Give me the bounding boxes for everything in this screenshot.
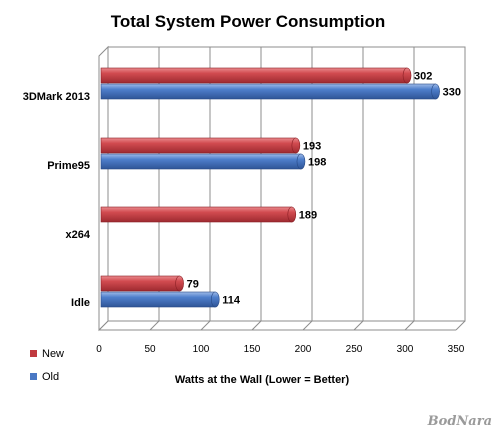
floor-line-200 (302, 320, 313, 331)
bar-body (100, 67, 408, 84)
bar-old-0 (100, 83, 440, 100)
category-label: 3DMark 2013 (23, 91, 90, 103)
legend-label-old: Old (42, 371, 59, 383)
bar-new-0 (100, 67, 412, 84)
bar-end-cap (210, 291, 220, 308)
plot-side-wall (98, 45, 109, 332)
bar-end-cap (431, 83, 440, 100)
bar-old-3 (100, 291, 220, 308)
bar-new-2 (100, 206, 297, 223)
data-label: 193 (303, 141, 321, 153)
category-label: x264 (66, 229, 91, 241)
category-label: Prime95 (47, 160, 90, 172)
bar-body (100, 83, 436, 100)
x-axis-label: Watts at the Wall (Lower = Better) (175, 374, 350, 386)
bar-body (100, 291, 216, 308)
bar-new-1 (100, 137, 301, 154)
floor-line-250 (353, 320, 364, 331)
category-labels: 3DMark 2013 Prime95 x264 Idle (23, 91, 91, 309)
floor-line-50 (149, 320, 160, 331)
legend-label-new: New (42, 348, 64, 360)
floor-line-300 (404, 320, 415, 331)
legend-swatch-new (30, 350, 37, 357)
chart-title: Total System Power Consumption (111, 12, 386, 31)
data-label: 114 (222, 295, 241, 307)
bar-body (100, 137, 297, 154)
bar-body (100, 206, 293, 223)
x-tick-label: 150 (244, 344, 261, 355)
bar-end-cap (296, 153, 306, 170)
bar-series: 302 330 193 198 189 79 114 (100, 67, 461, 308)
watermark-text: BodNara (427, 414, 492, 429)
data-label: 189 (299, 210, 317, 222)
bar-end-cap (175, 275, 184, 292)
bar-end-cap (402, 67, 412, 84)
category-label: Idle (71, 297, 90, 309)
data-label: 79 (187, 279, 199, 291)
bar-end-cap (291, 137, 301, 154)
data-label: 198 (308, 157, 326, 169)
bar-old-1 (100, 153, 306, 170)
x-tick-label: 50 (144, 344, 156, 355)
x-tick-label: 100 (193, 344, 210, 355)
floor-line-150 (251, 320, 262, 331)
floor-line-100 (200, 320, 211, 331)
legend-swatch-old (30, 373, 37, 380)
data-label: 330 (443, 87, 461, 99)
legend: New Old (30, 348, 64, 383)
x-tick-label: 200 (295, 344, 312, 355)
bar-body (100, 153, 302, 170)
watermark-logo: BodNara (427, 414, 492, 429)
bar-end-cap (287, 206, 297, 223)
x-tick-label: 350 (448, 344, 465, 355)
data-label: 302 (414, 71, 432, 83)
x-tick-label: 0 (96, 344, 102, 355)
x-axis-ticks: 0 50 100 150 200 250 300 350 (96, 344, 465, 355)
floor-line-350 (455, 320, 466, 331)
x-tick-label: 250 (346, 344, 363, 355)
bar-new-3 (100, 275, 184, 292)
x-tick-label: 300 (397, 344, 414, 355)
bar-body (100, 275, 180, 292)
